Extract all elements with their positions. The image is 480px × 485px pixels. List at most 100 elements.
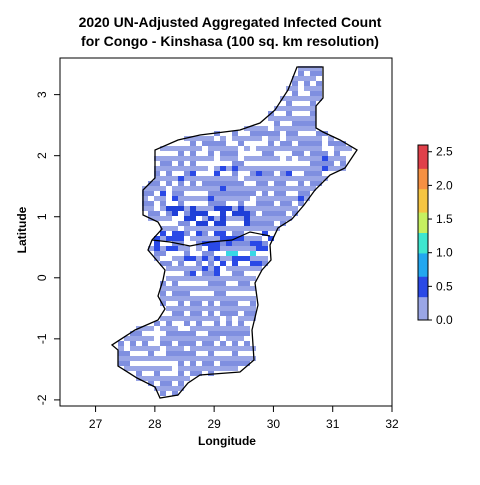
raster-cell	[190, 266, 196, 271]
raster-cell	[262, 256, 268, 261]
raster-cell	[298, 126, 304, 131]
raster-cell	[214, 286, 220, 291]
raster-cell	[124, 366, 130, 371]
x-axis: 27 28 29 30 31 32	[89, 406, 399, 431]
raster-cell	[244, 331, 250, 336]
raster-cell	[220, 191, 226, 196]
raster-cell	[238, 231, 244, 236]
raster-cell	[202, 251, 208, 256]
raster-cell	[238, 196, 244, 201]
raster-cell	[244, 156, 250, 161]
raster-cell	[244, 276, 250, 281]
x-tick-label: 31	[326, 417, 340, 431]
raster-cell	[166, 316, 172, 321]
raster-cell	[298, 71, 304, 76]
raster-cell	[256, 206, 262, 211]
raster-cell	[316, 176, 322, 181]
raster-cell	[226, 256, 232, 261]
raster-cell	[178, 381, 184, 386]
raster-cell	[226, 346, 232, 351]
raster-cell	[178, 386, 184, 391]
raster-cell	[160, 261, 166, 266]
raster-cell	[304, 146, 310, 151]
raster-cell	[166, 331, 172, 336]
raster-cell	[298, 141, 304, 146]
raster-cell	[190, 276, 196, 281]
raster-cell	[256, 166, 262, 171]
raster-cell	[208, 216, 214, 221]
raster-cell	[184, 356, 190, 361]
raster-cell	[166, 326, 172, 331]
raster-cell	[214, 271, 220, 276]
raster-cell	[190, 296, 196, 301]
raster-cell	[274, 166, 280, 171]
raster-cell	[334, 156, 340, 161]
raster-cell	[190, 361, 196, 366]
raster-cell	[262, 231, 268, 236]
raster-cell	[220, 146, 226, 151]
raster-cell	[316, 131, 322, 136]
raster-cell	[148, 181, 154, 186]
raster-cell	[130, 336, 136, 341]
raster-cell	[226, 276, 232, 281]
x-tick-label: 29	[207, 417, 221, 431]
raster-cell	[220, 136, 226, 141]
raster-cell	[298, 76, 304, 81]
raster-cell	[184, 336, 190, 341]
title-line-2: for Congo - Kinshasa (100 sq. km resolut…	[81, 33, 379, 49]
raster-cell	[268, 141, 274, 146]
raster-cell	[268, 171, 274, 176]
colorbar-swatch	[418, 244, 428, 248]
raster-cell	[280, 176, 286, 181]
raster-cell	[160, 201, 166, 206]
raster-cell	[268, 151, 274, 156]
raster-cell	[274, 191, 280, 196]
raster-cell	[256, 126, 262, 131]
raster-cell	[166, 156, 172, 161]
raster-cell	[292, 176, 298, 181]
raster-cell	[250, 211, 256, 216]
raster-cell	[220, 241, 226, 246]
raster-cell	[166, 266, 172, 271]
raster-cell	[226, 206, 232, 211]
raster-cell	[202, 356, 208, 361]
raster-cell	[196, 311, 202, 316]
raster-cell	[256, 156, 262, 161]
raster-cell	[172, 351, 178, 356]
raster-cell	[316, 141, 322, 146]
raster-cell	[178, 161, 184, 166]
raster-cell	[142, 326, 148, 331]
raster-cell	[214, 146, 220, 151]
raster-cell	[160, 166, 166, 171]
raster-cell	[118, 361, 124, 366]
raster-cell	[148, 191, 154, 196]
raster-cell	[160, 301, 166, 306]
raster-cell	[232, 366, 238, 371]
raster-cell	[190, 236, 196, 241]
raster-cell	[178, 231, 184, 236]
raster-cell	[208, 136, 214, 141]
raster-cell	[172, 266, 178, 271]
raster-cell	[148, 336, 154, 341]
raster-cell	[310, 71, 316, 76]
raster-cell	[286, 196, 292, 201]
raster-cell	[286, 116, 292, 121]
raster-cell	[172, 226, 178, 231]
raster-cell	[190, 316, 196, 321]
raster-cell	[214, 186, 220, 191]
raster-cell	[142, 206, 148, 211]
raster-cell	[196, 146, 202, 151]
raster-cell	[214, 336, 220, 341]
raster-cell	[268, 236, 274, 241]
raster-cell	[238, 201, 244, 206]
raster-cell	[202, 206, 208, 211]
raster-cell	[160, 356, 166, 361]
colorbar-swatch	[418, 217, 428, 222]
raster-cell	[178, 186, 184, 191]
raster-cell	[232, 336, 238, 341]
raster-cell	[340, 141, 346, 146]
raster-cell	[166, 381, 172, 386]
raster-cell	[238, 281, 244, 286]
raster-cell	[202, 236, 208, 241]
raster-cell	[160, 391, 166, 396]
